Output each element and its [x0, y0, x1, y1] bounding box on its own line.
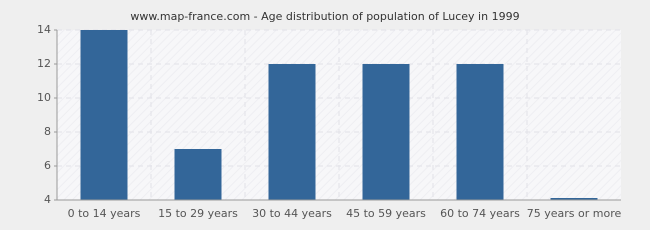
bar: [80, 30, 128, 200]
y-tick-label: 12: [37, 57, 51, 70]
bar: [174, 149, 222, 200]
y-tick-label: 8: [44, 125, 51, 138]
bar: [362, 64, 410, 200]
bar: [456, 64, 504, 200]
x-tick-label: 15 to 29 years: [158, 207, 238, 220]
bar: [268, 64, 316, 200]
x-tick-label: 0 to 14 years: [68, 207, 141, 220]
y-tick-label: 6: [44, 159, 51, 172]
y-tick-label: 10: [37, 91, 51, 104]
x-tick-label: 75 years or more: [527, 207, 622, 220]
x-tick-label: 30 to 44 years: [252, 207, 332, 220]
y-tick-label: 14: [37, 23, 51, 36]
bar: [550, 198, 598, 200]
y-tick-label: 4: [44, 193, 51, 206]
x-tick-label: 60 to 74 years: [440, 207, 520, 220]
chart: www.map-france.com - Age distribution of…: [0, 0, 650, 230]
chart-title: www.map-france.com - Age distribution of…: [130, 10, 519, 23]
x-tick-label: 45 to 59 years: [346, 207, 426, 220]
